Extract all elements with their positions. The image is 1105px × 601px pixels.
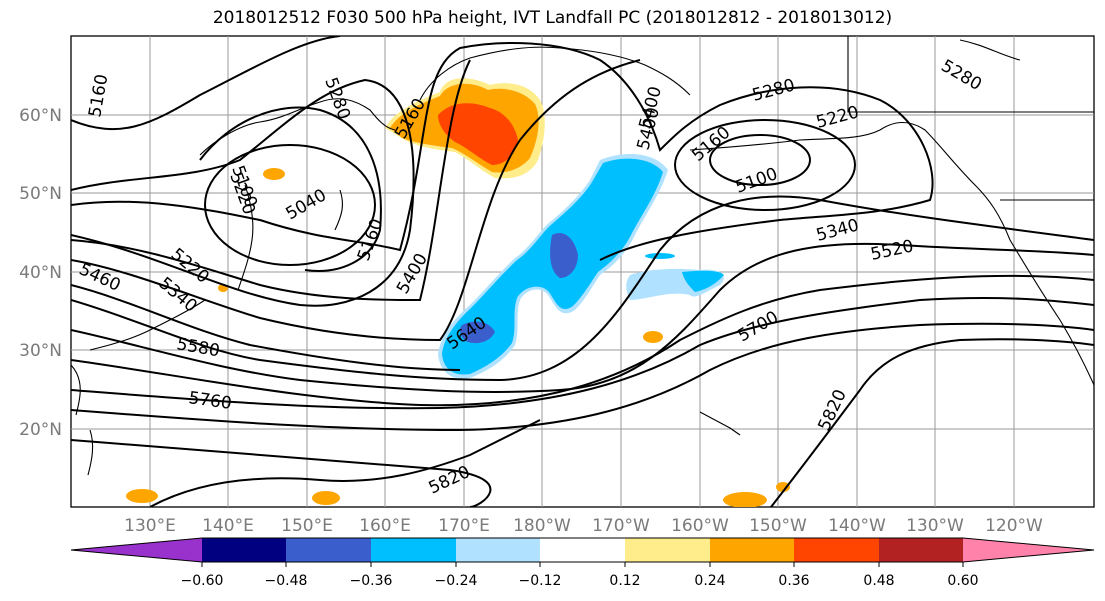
lat-label: 60°N bbox=[19, 106, 62, 126]
lon-label: 170°E bbox=[438, 516, 490, 536]
colorbar-tick-label: 0.48 bbox=[863, 573, 894, 589]
lon-label: 170°W bbox=[592, 516, 650, 536]
height-contours bbox=[71, 36, 1094, 507]
colorbar-tick-label: 0.12 bbox=[609, 573, 640, 589]
lat-label: 50°N bbox=[19, 184, 62, 204]
ivt-positive-spots bbox=[126, 168, 790, 507]
colorbar-tick-label: 0.24 bbox=[694, 573, 725, 589]
colorbar-segment bbox=[710, 538, 794, 562]
colorbar-tick-label: −0.60 bbox=[181, 573, 224, 589]
coastlines bbox=[71, 36, 1094, 476]
lat-label: 30°N bbox=[19, 341, 62, 361]
colorbar-segment bbox=[371, 538, 456, 562]
colorbar: −0.60 −0.48 −0.36 −0.24 −0.12 0.12 0.24 … bbox=[70, 537, 1095, 589]
lon-label: 160°E bbox=[359, 516, 411, 536]
colorbar-tick-label: −0.12 bbox=[519, 573, 562, 589]
lon-label: 130°W bbox=[906, 516, 964, 536]
colorbar-segment bbox=[286, 538, 371, 562]
lon-label: 150°W bbox=[749, 516, 807, 536]
longitude-labels: 130°E 140°E 150°E 160°E 170°E 180°W 170°… bbox=[124, 516, 1043, 536]
colorbar-tick-label: 0.36 bbox=[778, 573, 809, 589]
lon-label: 160°W bbox=[671, 516, 729, 536]
lat-label: 20°N bbox=[19, 420, 62, 440]
colorbar-extend-max bbox=[963, 538, 1094, 562]
latitude-labels: 60°N 50°N 40°N 30°N 20°N bbox=[19, 106, 62, 440]
lon-label: 140°E bbox=[202, 516, 254, 536]
colorbar-segment bbox=[879, 538, 963, 562]
map-title: 2018012512 F030 500 hPa height, IVT Land… bbox=[212, 8, 893, 28]
lon-label: 140°W bbox=[828, 516, 886, 536]
colorbar-tick-label: −0.48 bbox=[265, 573, 308, 589]
colorbar-tick-label: −0.24 bbox=[435, 573, 478, 589]
lon-label: 180°W bbox=[513, 516, 571, 536]
lon-label: 130°E bbox=[124, 516, 176, 536]
colorbar-segment bbox=[202, 538, 286, 562]
lat-label: 40°N bbox=[19, 263, 62, 283]
colorbar-extend-min bbox=[71, 538, 202, 562]
ivt-positive-region bbox=[385, 78, 545, 179]
colorbar-segment bbox=[456, 538, 540, 562]
lon-label: 120°W bbox=[985, 516, 1043, 536]
lon-label: 150°E bbox=[281, 516, 333, 536]
colorbar-tick-label: 0.60 bbox=[947, 573, 978, 589]
colorbar-segment bbox=[540, 538, 625, 562]
colorbar-segment bbox=[625, 538, 710, 562]
colorbar-segment bbox=[794, 538, 879, 562]
ivt-negative-region bbox=[438, 154, 724, 379]
colorbar-tick-label: −0.36 bbox=[350, 573, 393, 589]
